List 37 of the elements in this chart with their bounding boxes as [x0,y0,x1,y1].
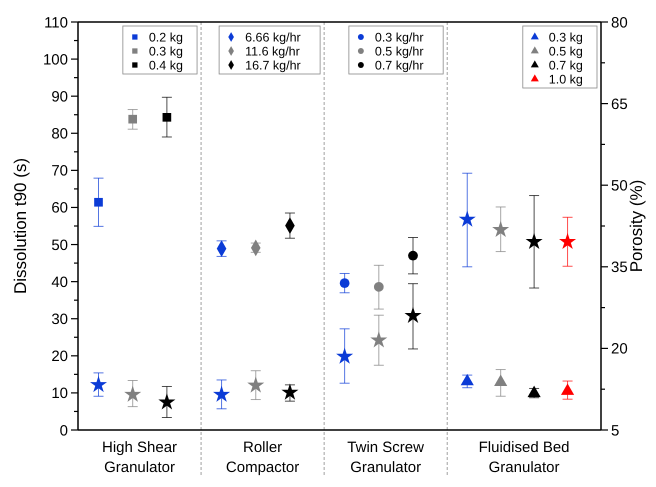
y2-tick-label: 5 [611,422,620,440]
y-tick-label: 0 [60,422,68,440]
y-tick-label: 30 [51,310,68,328]
y-axis-title: Dissolution t90 (s) [11,158,30,294]
y-tick-label: 40 [51,274,68,291]
y-tick-label: 80 [51,126,68,143]
y-tick-label: 70 [51,162,68,180]
y2-tick-label: 35 [611,259,628,276]
y2-tick-label: 65 [611,96,628,113]
legend-label: 0.5 kg/hr [374,44,424,58]
y-tick-label: 90 [51,88,68,106]
x-tick-label: Fluidised Bed Granulator [478,439,570,476]
y-tick-label: 20 [51,348,68,366]
legend-label: 0.3 kg [148,44,183,58]
x-tick-label: High Shear Granulator [102,439,178,476]
y2-axis-title: Porosity (%) [627,180,646,272]
x-tick-label: Roller Compactor [226,439,300,476]
legend-label: 0.4 kg [148,58,183,72]
legend-label: 0.3 kg [548,30,583,44]
legend-label: 0.3 kg/hr [374,30,424,44]
legend-label: 16.7 kg/hr [245,58,301,72]
legend-label: 0.7 kg [548,58,583,72]
y-tick-label: 50 [51,236,68,254]
y-tick-label: 100 [42,51,68,68]
y2-tick-label: 50 [611,177,628,194]
y2-tick-label: 80 [611,14,628,32]
y-tick-label: 110 [44,14,68,32]
x-tick-label: Twin Screw Granulator [347,439,424,476]
legend-label: 1.0 kg [548,72,583,86]
legend-label: 0.7 kg/hr [374,58,424,72]
legend-label: 11.6 kg/hr [245,44,300,58]
y2-tick-label: 20 [611,340,628,358]
y-tick-label: 10 [51,385,68,402]
y-tick-label: 60 [51,200,68,217]
legend-label: 6.66 kg/hr [245,30,301,44]
legend-label: 0.2 kg [148,30,183,44]
legend-label: 0.5 kg [548,44,583,58]
